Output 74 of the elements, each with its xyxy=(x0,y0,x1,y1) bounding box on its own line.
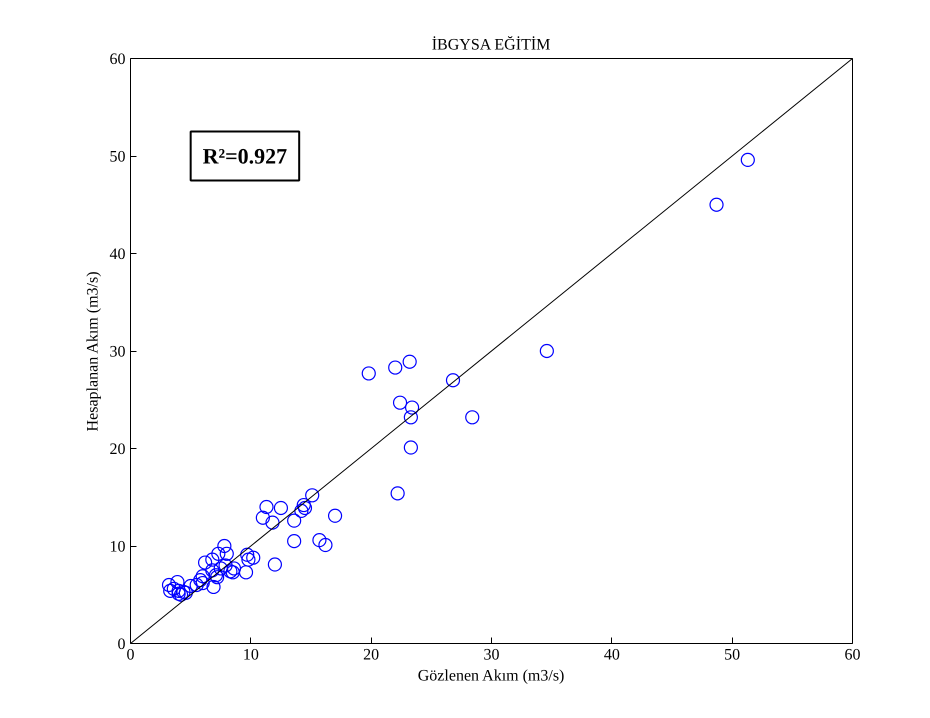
point xyxy=(392,396,408,410)
x-tick-label: 50 xyxy=(724,646,740,664)
point xyxy=(296,498,311,512)
point xyxy=(390,486,405,500)
point xyxy=(193,573,208,588)
point xyxy=(174,588,188,602)
x-tick-label: 20 xyxy=(363,646,380,664)
y-tick-label: 40 xyxy=(110,246,126,263)
point xyxy=(211,546,226,561)
y-tick-label: 20 xyxy=(110,441,126,458)
point xyxy=(163,584,178,598)
x-axis-title: Gözlenen Akım (m3/s) xyxy=(418,668,564,684)
point xyxy=(196,576,210,590)
point xyxy=(465,410,480,424)
point xyxy=(241,552,256,567)
y-tick-label: 50 xyxy=(110,148,126,166)
point xyxy=(170,574,185,590)
y-tick-label: 0 xyxy=(118,636,126,653)
point xyxy=(540,344,554,358)
y-tick-label: 10 xyxy=(110,538,126,556)
point xyxy=(446,373,460,388)
point xyxy=(218,558,233,573)
point xyxy=(362,366,376,381)
y-axis-title: Hesaplanan Akım (m3/s) xyxy=(84,271,102,432)
point xyxy=(220,546,234,561)
point xyxy=(162,578,176,592)
point xyxy=(256,510,270,525)
point xyxy=(265,516,280,530)
y-tick-label: 30 xyxy=(110,344,126,360)
annotation: R²=0.927 xyxy=(202,144,288,168)
point xyxy=(176,584,191,599)
point xyxy=(404,410,418,424)
point xyxy=(184,578,198,594)
point xyxy=(404,400,420,415)
point xyxy=(217,538,232,554)
point xyxy=(226,561,242,576)
point xyxy=(238,565,254,580)
point xyxy=(328,508,342,523)
point xyxy=(226,565,240,580)
x-tick-label: 30 xyxy=(484,646,500,664)
point xyxy=(740,152,755,167)
point xyxy=(402,354,417,369)
point xyxy=(259,500,274,514)
x-tick-label: 60 xyxy=(844,646,860,664)
point xyxy=(205,552,220,567)
x-tick-label: 40 xyxy=(604,646,620,664)
point xyxy=(305,488,320,502)
point xyxy=(274,500,288,516)
point xyxy=(388,360,402,375)
point xyxy=(404,440,418,455)
point xyxy=(196,569,210,584)
x-tick-label: 10 xyxy=(242,646,259,664)
point xyxy=(287,514,302,528)
point xyxy=(298,500,312,516)
chart-title: İBGYSA EĞİTİM xyxy=(432,36,550,54)
point xyxy=(206,580,221,594)
point xyxy=(223,564,238,578)
point xyxy=(268,557,282,572)
point xyxy=(312,533,327,548)
point xyxy=(172,586,186,601)
point xyxy=(294,504,308,518)
point xyxy=(246,550,260,565)
point xyxy=(190,578,204,592)
point xyxy=(709,198,724,212)
point xyxy=(172,584,186,598)
point xyxy=(198,555,212,570)
y-tick-label: 60 xyxy=(110,51,126,68)
point xyxy=(240,548,254,562)
point xyxy=(318,538,333,552)
point xyxy=(214,561,228,576)
point xyxy=(178,586,193,600)
point xyxy=(287,534,302,548)
point xyxy=(166,582,181,596)
point xyxy=(205,563,220,578)
